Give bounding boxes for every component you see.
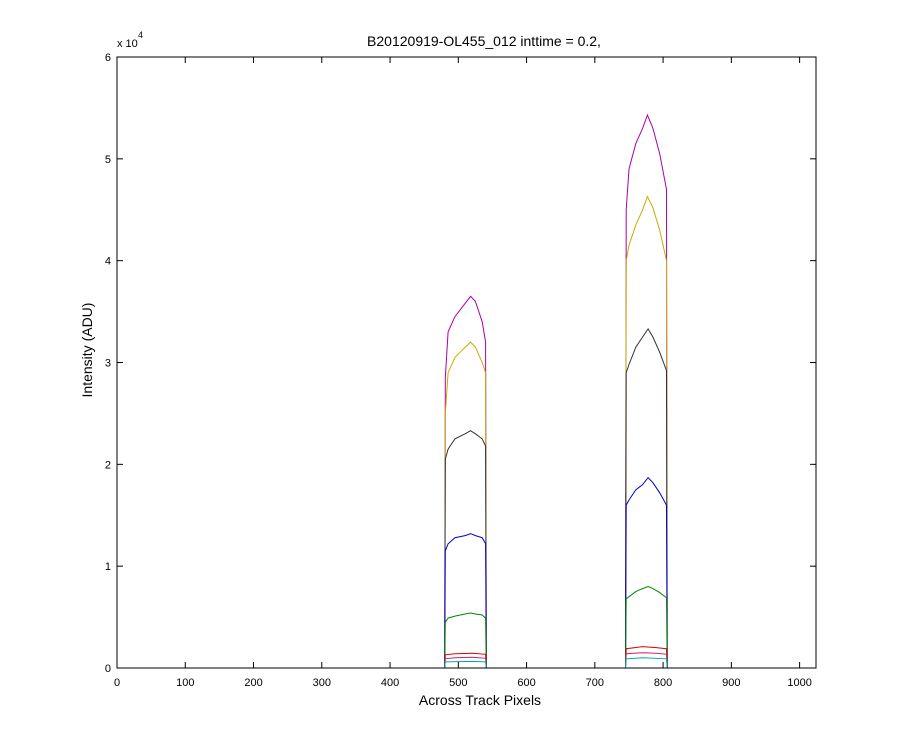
plot-background [117, 57, 816, 668]
x-tick-label-5: 500 [449, 677, 467, 689]
x-axis-label: Across Track Pixels [419, 692, 541, 708]
x-tick-label-6: 600 [517, 677, 535, 689]
y-tick-label-2: 2 [105, 459, 111, 471]
y-tick-label-5: 5 [105, 154, 111, 166]
y-tick-label-3: 3 [105, 358, 111, 370]
x-tick-label-7: 700 [586, 677, 604, 689]
tick-layer: 0 100 200 300 400 500 600 700 800 900 1000 0 1 2 3 4 5 6 [105, 52, 816, 689]
y-tick-label-6: 6 [105, 52, 111, 64]
y-exponent-label: x 10 [117, 38, 138, 50]
x-tick-label-10: 1000 [787, 677, 811, 689]
y-exponent-power: 4 [138, 30, 143, 40]
y-tick-label-1: 1 [105, 561, 111, 573]
x-tick-label-4: 400 [381, 677, 399, 689]
y-axis-label: Intensity (ADU) [79, 303, 95, 398]
plot-frame [116, 56, 817, 669]
chart-title: B20120919-OL455_012 inttime = 0.2, [367, 33, 601, 49]
y-tick-label-4: 4 [105, 256, 111, 268]
y-tick-label-0: 0 [105, 663, 111, 675]
x-tick-label-1: 100 [176, 677, 194, 689]
x-tick-label-2: 200 [244, 677, 262, 689]
x-tick-label-8: 800 [654, 677, 672, 689]
x-tick-label-9: 900 [722, 677, 740, 689]
x-tick-label-3: 300 [313, 677, 331, 689]
x-tick-label-0: 0 [114, 677, 120, 689]
